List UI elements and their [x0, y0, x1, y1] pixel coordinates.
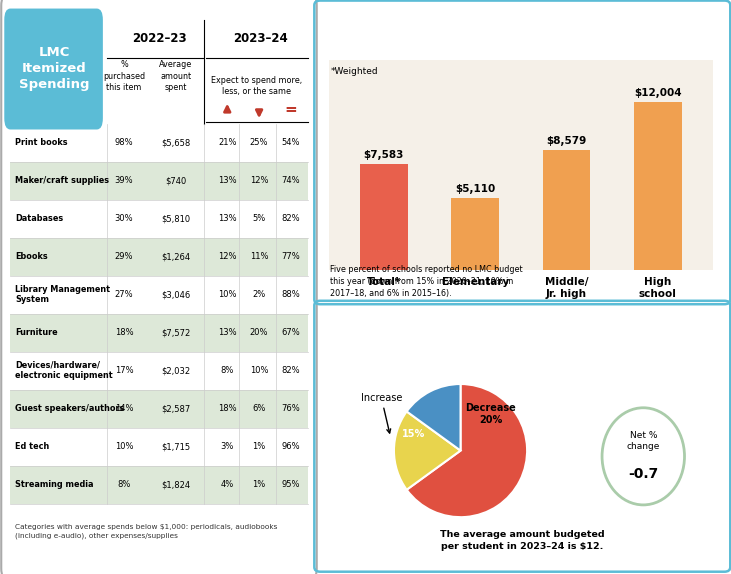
Text: Guest speakers/authors: Guest speakers/authors — [15, 404, 124, 413]
Text: $2,587: $2,587 — [161, 404, 190, 413]
Text: 98%: 98% — [115, 138, 134, 148]
Text: Maker/craft supplies: Maker/craft supplies — [15, 176, 109, 185]
Text: 2023–24 LMC Budget: 2023–24 LMC Budget — [333, 23, 514, 38]
Text: 4%: 4% — [221, 480, 234, 489]
Wedge shape — [394, 412, 461, 490]
Wedge shape — [406, 384, 461, 451]
Text: 5%: 5% — [252, 214, 266, 223]
Text: $1,264: $1,264 — [161, 252, 190, 261]
Text: 25%: 25% — [250, 138, 268, 148]
Text: 6%: 6% — [252, 404, 266, 413]
Text: $8,579: $8,579 — [546, 136, 587, 146]
FancyBboxPatch shape — [10, 162, 308, 200]
Text: 14%: 14% — [115, 404, 133, 413]
Text: $1,824: $1,824 — [161, 480, 190, 489]
Text: $7,583: $7,583 — [363, 150, 404, 160]
Text: $5,110: $5,110 — [455, 184, 496, 194]
Bar — [451, 199, 499, 270]
Text: $7,572: $7,572 — [161, 328, 190, 337]
FancyBboxPatch shape — [10, 390, 308, 428]
Text: 67%: 67% — [281, 328, 300, 337]
Text: 10%: 10% — [250, 366, 268, 375]
Text: 29%: 29% — [115, 252, 133, 261]
Text: Five percent of schools reported no LMC budget
this year (down from 15% in 2020–: Five percent of schools reported no LMC … — [330, 265, 522, 297]
Text: 20%: 20% — [250, 328, 268, 337]
Text: Ed tech: Ed tech — [15, 442, 49, 451]
Text: 39%: 39% — [115, 176, 134, 185]
Text: 12%: 12% — [218, 252, 237, 261]
Circle shape — [602, 408, 684, 505]
Text: No change
65%: No change 65% — [362, 545, 433, 573]
Text: 96%: 96% — [281, 442, 300, 451]
Text: Ebooks: Ebooks — [15, 252, 48, 261]
FancyBboxPatch shape — [10, 238, 308, 276]
Text: $5,810: $5,810 — [161, 214, 190, 223]
Text: 11%: 11% — [250, 252, 268, 261]
Text: =: = — [284, 102, 298, 117]
Text: 2%: 2% — [252, 290, 266, 299]
Text: 30%: 30% — [115, 214, 134, 223]
Bar — [360, 164, 408, 270]
Text: (average): (average) — [576, 26, 630, 36]
Text: 1%: 1% — [252, 480, 266, 489]
Text: 13%: 13% — [218, 176, 237, 185]
Text: $1,715: $1,715 — [161, 442, 190, 451]
Text: LMC
Itemized
Spending: LMC Itemized Spending — [19, 46, 90, 91]
Text: Decrease
20%: Decrease 20% — [465, 403, 516, 425]
Text: Print books: Print books — [15, 138, 67, 148]
Text: Databases: Databases — [15, 214, 63, 223]
Text: 3%: 3% — [221, 442, 234, 451]
Text: Devices/hardware/
electronic equipment: Devices/hardware/ electronic equipment — [15, 361, 113, 381]
Text: Furniture: Furniture — [15, 328, 58, 337]
Bar — [634, 102, 681, 270]
Text: 27%: 27% — [115, 290, 134, 299]
Text: 18%: 18% — [115, 328, 134, 337]
Text: 10%: 10% — [115, 442, 133, 451]
Text: 76%: 76% — [281, 404, 300, 413]
Text: Categories with average spends below $1,000: periodicals, audiobooks
(including : Categories with average spends below $1,… — [15, 525, 277, 539]
Text: $5,658: $5,658 — [161, 138, 190, 148]
Text: Net %
change: Net % change — [626, 430, 660, 451]
Text: 15%: 15% — [402, 429, 425, 439]
FancyBboxPatch shape — [4, 9, 103, 130]
Text: 77%: 77% — [281, 252, 300, 261]
Text: 10%: 10% — [218, 290, 237, 299]
Text: $2,032: $2,032 — [161, 366, 190, 375]
Text: 1%: 1% — [252, 442, 266, 451]
FancyBboxPatch shape — [10, 466, 308, 503]
Text: 82%: 82% — [281, 366, 300, 375]
Text: -0.7: -0.7 — [628, 467, 659, 481]
Text: $3,046: $3,046 — [161, 290, 190, 299]
Text: 12%: 12% — [250, 176, 268, 185]
Text: $740: $740 — [165, 176, 186, 185]
Text: 88%: 88% — [281, 290, 300, 299]
Text: 13%: 13% — [218, 328, 237, 337]
Text: *Weighted: *Weighted — [330, 67, 379, 76]
Bar — [542, 150, 590, 270]
Text: Expect to spend more,
less, or the same: Expect to spend more, less, or the same — [211, 76, 302, 96]
Text: 8%: 8% — [221, 366, 234, 375]
Text: 17%: 17% — [115, 366, 134, 375]
FancyBboxPatch shape — [1, 0, 317, 574]
Text: 2022–23: 2022–23 — [132, 32, 186, 45]
Text: Increase: Increase — [360, 393, 402, 433]
Text: 13%: 13% — [218, 214, 237, 223]
Text: 95%: 95% — [281, 480, 300, 489]
Text: Library Management
System: Library Management System — [15, 285, 110, 304]
Text: 74%: 74% — [281, 176, 300, 185]
Text: Change in LMC Budgets
Since 2022–23: Change in LMC Budgets Since 2022–23 — [338, 322, 534, 356]
Text: The average amount budgeted
per student in 2023–24 is $12.: The average amount budgeted per student … — [439, 530, 605, 551]
Text: Streaming media: Streaming media — [15, 480, 94, 489]
Text: 18%: 18% — [218, 404, 237, 413]
Wedge shape — [406, 384, 527, 517]
Text: 54%: 54% — [281, 138, 300, 148]
Text: 2023–24: 2023–24 — [233, 32, 288, 45]
Text: $12,004: $12,004 — [634, 88, 682, 98]
Text: Average
amount
spent: Average amount spent — [159, 60, 192, 92]
Text: 8%: 8% — [118, 480, 131, 489]
Text: 21%: 21% — [218, 138, 237, 148]
Text: 82%: 82% — [281, 214, 300, 223]
Text: %
purchased
this item: % purchased this item — [103, 60, 145, 92]
FancyBboxPatch shape — [10, 314, 308, 352]
